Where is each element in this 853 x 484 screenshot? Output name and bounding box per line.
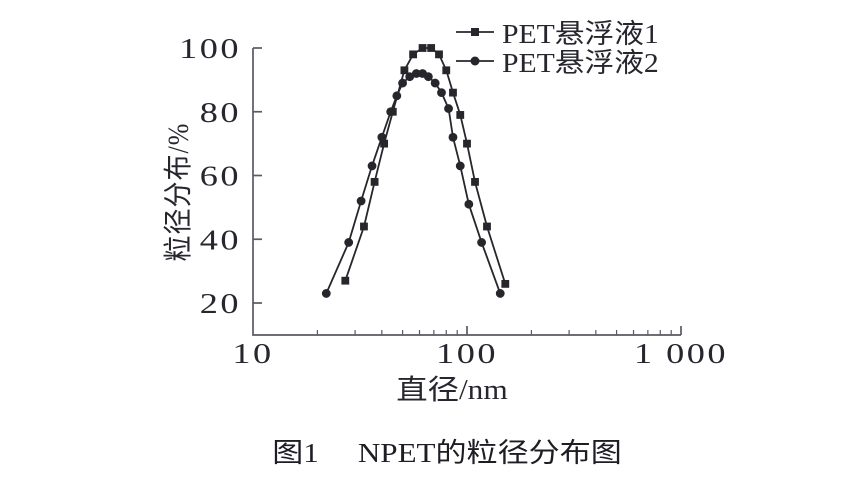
series-1-marker xyxy=(463,139,471,148)
y-tick-label-group: 40 xyxy=(200,225,241,257)
series-2-marker xyxy=(367,161,377,171)
series-1-marker xyxy=(435,50,443,59)
y-tick-label: 40 xyxy=(200,225,241,257)
legend-label-series-1: PET悬浮液1 xyxy=(502,19,659,49)
series-1-marker xyxy=(400,66,409,75)
series-1-marker xyxy=(456,111,465,119)
x-tick-label: 10 xyxy=(232,338,273,370)
x-tick-label-group: 1 000 xyxy=(634,338,728,370)
series-1-marker xyxy=(418,44,427,52)
y-axis-label: 粒径分布/% xyxy=(162,122,195,262)
x-tick-label-group: 100 xyxy=(436,338,498,370)
series-1-marker xyxy=(483,222,491,231)
series-1-marker xyxy=(427,44,436,52)
series-2-marker xyxy=(455,161,465,171)
caption-title: NPET的粒径分布图 xyxy=(357,438,622,468)
series-1-marker xyxy=(370,177,379,186)
series-2-marker xyxy=(386,107,396,117)
series-2-marker xyxy=(356,196,366,206)
series-2-marker xyxy=(423,72,433,82)
y-tick-label: 100 xyxy=(179,33,241,65)
series-1-marker xyxy=(341,276,350,285)
series-2-marker xyxy=(437,88,446,98)
series-2-marker xyxy=(444,104,453,113)
figure-caption: 图1 NPET的粒径分布图 xyxy=(272,431,622,470)
series-2-marker xyxy=(477,238,486,247)
series-1-marker xyxy=(360,222,368,231)
y-tick-label: 20 xyxy=(200,288,241,320)
legend: PET悬浮液1 PET悬浮液2 xyxy=(455,17,659,78)
y-tick-label-group: 80 xyxy=(200,97,241,129)
y-tick-label: 60 xyxy=(200,161,241,193)
series-2-marker xyxy=(377,132,387,142)
series-2-marker xyxy=(448,132,458,142)
y-tick-label-group: 20 xyxy=(200,288,241,320)
legend-row-series-2: PET悬浮液2 xyxy=(455,46,659,78)
x-tick-label: 1 000 xyxy=(634,338,728,370)
series-2-marker xyxy=(344,238,354,247)
series-1-marker xyxy=(501,279,510,288)
x-tick-label: 100 xyxy=(436,338,498,370)
series-1-marker xyxy=(442,66,451,75)
legend-row-series-1: PET悬浮液1 xyxy=(455,17,659,49)
legend-circle-marker-icon xyxy=(456,56,494,65)
x-tick-label-group: 10 xyxy=(232,338,273,370)
legend-label-series-2: PET悬浮液2 xyxy=(502,48,659,78)
series-2-marker xyxy=(430,78,440,88)
y-tick-label-group: 60 xyxy=(200,161,241,193)
series-2-marker xyxy=(392,91,402,101)
y-tick-label: 80 xyxy=(200,97,241,129)
series-2-marker xyxy=(398,78,407,88)
series-2-marker xyxy=(405,72,415,82)
caption-index: 图1 xyxy=(272,438,319,468)
series-1-marker xyxy=(409,50,418,59)
x-axis-label: 直径/nm xyxy=(396,375,508,406)
axis-lines xyxy=(252,48,681,336)
series-1-marker xyxy=(449,88,457,97)
y-tick-label-group: 100 xyxy=(179,33,241,65)
legend-square-marker-icon xyxy=(456,27,494,36)
series-1-marker xyxy=(471,177,479,186)
series-2-marker xyxy=(495,289,505,298)
series-2-marker xyxy=(464,199,474,209)
series-2-marker xyxy=(411,69,421,78)
series-2-marker xyxy=(321,289,331,298)
series-1-marker xyxy=(380,139,389,148)
